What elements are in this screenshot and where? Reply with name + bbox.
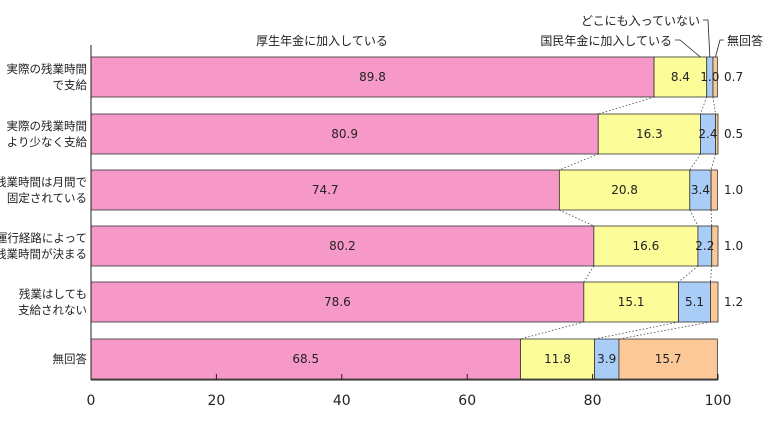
legend-label-1: 厚生年金に加入している [256, 33, 388, 48]
bar-segment-3-2 [558, 169, 691, 211]
bar-segment-6-2 [520, 338, 595, 380]
value-label-5-4: 1.2 [724, 295, 743, 309]
connector-line-1-3 [712, 96, 716, 115]
bar-segment-6-1 [90, 338, 521, 380]
value-label-2-4: 0.5 [724, 127, 743, 141]
connector-line-4-1 [583, 265, 595, 283]
x-tick-label-20: 20 [207, 393, 225, 409]
connector-line-2-1 [559, 153, 599, 171]
bar-segment-1-4 [712, 56, 718, 98]
category-label-4-line2: 残業時間が決まる [0, 247, 87, 261]
value-label-5-2: 15.1 [618, 295, 645, 309]
connector-line-5-3 [618, 321, 711, 340]
connector-line-5-1 [520, 321, 584, 340]
value-label-6-3: 3.9 [597, 352, 616, 366]
value-label-3-1: 74.7 [312, 183, 339, 197]
value-label-4-2: 16.6 [633, 239, 660, 253]
bar-segment-3-4 [710, 169, 718, 211]
value-label-3-4: 1.0 [724, 183, 743, 197]
bar-segment-6-4 [618, 338, 718, 380]
legend-label-2: 国民年金に加入している [540, 33, 672, 48]
value-label-4-3: 2.2 [695, 239, 714, 253]
category-label-3-line1: 残業時間は月間で [0, 175, 87, 189]
value-label-6-1: 68.5 [292, 352, 319, 366]
connector-line-4-3 [710, 265, 713, 283]
value-label-1-2: 8.4 [671, 70, 690, 84]
legend-leader-4 [715, 39, 724, 58]
category-label-5-line2: 支給されない [18, 303, 87, 317]
connector-line-3-2 [689, 209, 699, 227]
x-tick-label-80: 80 [584, 393, 602, 409]
value-label-2-3: 2.4 [698, 127, 717, 141]
connector-line-4-2 [678, 265, 699, 283]
bar-segment-5-1 [90, 281, 585, 323]
value-label-3-3: 3.4 [691, 183, 710, 197]
category-label-2-line1: 実際の残業時間 [7, 119, 88, 133]
x-tick-label-40: 40 [333, 393, 351, 409]
category-label-3-line2: 固定されている [7, 191, 87, 205]
x-tick-label-60: 60 [458, 393, 476, 409]
legend-label-3: どこにも入っていない [581, 14, 700, 28]
category-label-5-line1: 残業はしても [19, 287, 87, 301]
bar-segment-5-3 [678, 281, 711, 323]
value-label-1-1: 89.8 [359, 70, 386, 84]
x-tick-label-0: 0 [87, 393, 96, 409]
connector-line-5-2 [594, 321, 679, 340]
bar-segment-1-1 [90, 56, 655, 98]
legend-label-4: 無回答 [727, 33, 763, 48]
value-label-3-2: 20.8 [611, 183, 638, 197]
bar-segment-4-4 [711, 225, 719, 267]
connector-line-2-2 [689, 153, 701, 171]
bar-segment-5-2 [583, 281, 679, 323]
category-label-2-line2: より少なく支給 [7, 135, 88, 149]
value-label-1-4: 0.7 [724, 70, 743, 84]
x-tick-label-100: 100 [705, 393, 732, 409]
category-label-1-line2: で支給 [53, 78, 88, 92]
connector-line-2-3 [710, 153, 716, 171]
category-label-1-line1: 実際の残業時間 [7, 62, 88, 76]
value-label-4-1: 80.2 [329, 239, 356, 253]
bar-segment-2-1 [90, 113, 599, 155]
bar-segment-4-1 [90, 225, 595, 267]
connector-line-3-3 [710, 209, 713, 227]
value-label-2-2: 16.3 [636, 127, 663, 141]
bar-segment-6-3 [594, 338, 620, 380]
connector-line-1-1 [598, 96, 655, 115]
value-label-5-3: 5.1 [685, 295, 704, 309]
value-label-5-1: 78.6 [324, 295, 351, 309]
value-label-4-4: 1.0 [724, 239, 743, 253]
legend-leader-3 [703, 19, 711, 58]
bar-segment-1-2 [653, 56, 708, 98]
connector-line-3-1 [559, 209, 595, 227]
category-label-4-line1: 運行経路によって [0, 231, 87, 245]
bar-segment-5-4 [710, 281, 719, 323]
value-label-2-1: 80.9 [331, 127, 358, 141]
bar-segment-2-4 [715, 113, 719, 155]
value-label-6-4: 15.7 [655, 352, 682, 366]
category-label-6: 無回答 [53, 352, 88, 366]
legend-leader-2 [675, 39, 701, 58]
value-label-1-3: 1.0 [700, 70, 719, 84]
connector-line-1-2 [700, 96, 708, 115]
value-label-6-2: 11.8 [544, 352, 571, 366]
bar-segment-2-2 [597, 113, 701, 155]
